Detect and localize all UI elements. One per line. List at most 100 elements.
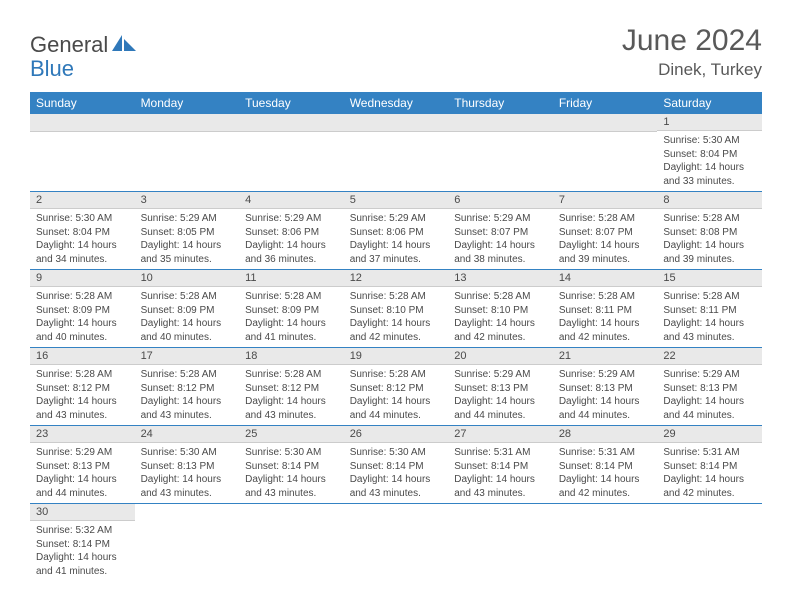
day-body: [239, 132, 344, 186]
dl2-text: and 44 minutes.: [663, 409, 756, 423]
dl2-text: and 44 minutes.: [350, 409, 443, 423]
calendar-cell: 14Sunrise: 5:28 AMSunset: 8:11 PMDayligh…: [553, 270, 658, 348]
day-body: Sunrise: 5:31 AMSunset: 8:14 PMDaylight:…: [448, 443, 553, 503]
day-body: Sunrise: 5:31 AMSunset: 8:14 PMDaylight:…: [657, 443, 762, 503]
day-number: 27: [448, 426, 553, 443]
calendar-cell: [448, 114, 553, 192]
calendar-cell: [30, 114, 135, 192]
sunset-text: Sunset: 8:07 PM: [454, 226, 547, 240]
calendar-cell: 8Sunrise: 5:28 AMSunset: 8:08 PMDaylight…: [657, 192, 762, 270]
day-number: 24: [135, 426, 240, 443]
dl1-text: Daylight: 14 hours: [559, 239, 652, 253]
day-number-bar: [30, 114, 135, 132]
sunrise-text: Sunrise: 5:29 AM: [454, 212, 547, 226]
dl1-text: Daylight: 14 hours: [559, 395, 652, 409]
sunset-text: Sunset: 8:06 PM: [350, 226, 443, 240]
day-number: 5: [344, 192, 449, 209]
sunrise-text: Sunrise: 5:29 AM: [663, 368, 756, 382]
sunrise-text: Sunrise: 5:29 AM: [141, 212, 234, 226]
logo-text-blue: Blue: [30, 56, 74, 81]
calendar-cell: 25Sunrise: 5:30 AMSunset: 8:14 PMDayligh…: [239, 426, 344, 504]
dl1-text: Daylight: 14 hours: [141, 473, 234, 487]
dl1-text: Daylight: 14 hours: [36, 239, 129, 253]
calendar-cell: 29Sunrise: 5:31 AMSunset: 8:14 PMDayligh…: [657, 426, 762, 504]
sunrise-text: Sunrise: 5:30 AM: [350, 446, 443, 460]
sunset-text: Sunset: 8:09 PM: [36, 304, 129, 318]
calendar-row: 16Sunrise: 5:28 AMSunset: 8:12 PMDayligh…: [30, 348, 762, 426]
sunset-text: Sunset: 8:14 PM: [663, 460, 756, 474]
dl2-text: and 38 minutes.: [454, 253, 547, 267]
sunrise-text: Sunrise: 5:32 AM: [36, 524, 129, 538]
logo: General: [30, 32, 138, 58]
day-body: Sunrise: 5:29 AMSunset: 8:07 PMDaylight:…: [448, 209, 553, 269]
day-number: 20: [448, 348, 553, 365]
dl1-text: Daylight: 14 hours: [36, 395, 129, 409]
dl2-text: and 36 minutes.: [245, 253, 338, 267]
calendar-cell: 26Sunrise: 5:30 AMSunset: 8:14 PMDayligh…: [344, 426, 449, 504]
dl1-text: Daylight: 14 hours: [141, 239, 234, 253]
day-body: Sunrise: 5:28 AMSunset: 8:08 PMDaylight:…: [657, 209, 762, 269]
calendar-cell: 20Sunrise: 5:29 AMSunset: 8:13 PMDayligh…: [448, 348, 553, 426]
dl2-text: and 41 minutes.: [36, 565, 129, 579]
day-number: 19: [344, 348, 449, 365]
calendar-cell: 7Sunrise: 5:28 AMSunset: 8:07 PMDaylight…: [553, 192, 658, 270]
calendar-cell: [239, 504, 344, 582]
dl1-text: Daylight: 14 hours: [350, 317, 443, 331]
dl1-text: Daylight: 14 hours: [245, 473, 338, 487]
day-body: Sunrise: 5:31 AMSunset: 8:14 PMDaylight:…: [553, 443, 658, 503]
calendar-cell: 17Sunrise: 5:28 AMSunset: 8:12 PMDayligh…: [135, 348, 240, 426]
sunrise-text: Sunrise: 5:28 AM: [36, 290, 129, 304]
sunset-text: Sunset: 8:12 PM: [245, 382, 338, 396]
day-number: 17: [135, 348, 240, 365]
sunrise-text: Sunrise: 5:29 AM: [454, 368, 547, 382]
weekday-header: Friday: [553, 92, 658, 114]
day-body: [553, 132, 658, 186]
day-body: Sunrise: 5:30 AMSunset: 8:14 PMDaylight:…: [344, 443, 449, 503]
dl1-text: Daylight: 14 hours: [454, 473, 547, 487]
logo-blue-line: Blue: [30, 56, 74, 82]
weekday-header-row: Sunday Monday Tuesday Wednesday Thursday…: [30, 92, 762, 114]
day-body: Sunrise: 5:29 AMSunset: 8:13 PMDaylight:…: [657, 365, 762, 425]
dl2-text: and 44 minutes.: [36, 487, 129, 501]
dl2-text: and 37 minutes.: [350, 253, 443, 267]
calendar-cell: 3Sunrise: 5:29 AMSunset: 8:05 PMDaylight…: [135, 192, 240, 270]
day-body: Sunrise: 5:28 AMSunset: 8:10 PMDaylight:…: [344, 287, 449, 347]
calendar-cell: 13Sunrise: 5:28 AMSunset: 8:10 PMDayligh…: [448, 270, 553, 348]
day-number: 22: [657, 348, 762, 365]
day-number-bar: [448, 114, 553, 132]
sunset-text: Sunset: 8:10 PM: [350, 304, 443, 318]
sunrise-text: Sunrise: 5:29 AM: [350, 212, 443, 226]
calendar-row: 1Sunrise: 5:30 AMSunset: 8:04 PMDaylight…: [30, 114, 762, 192]
day-number: 13: [448, 270, 553, 287]
sunset-text: Sunset: 8:12 PM: [141, 382, 234, 396]
location-label: Dinek, Turkey: [622, 60, 762, 80]
day-body: Sunrise: 5:28 AMSunset: 8:12 PMDaylight:…: [239, 365, 344, 425]
sunset-text: Sunset: 8:12 PM: [350, 382, 443, 396]
day-number: 10: [135, 270, 240, 287]
day-body: Sunrise: 5:29 AMSunset: 8:06 PMDaylight:…: [344, 209, 449, 269]
day-number-bar: [553, 114, 658, 132]
day-number: 21: [553, 348, 658, 365]
dl2-text: and 35 minutes.: [141, 253, 234, 267]
calendar-cell: 9Sunrise: 5:28 AMSunset: 8:09 PMDaylight…: [30, 270, 135, 348]
dl2-text: and 43 minutes.: [141, 487, 234, 501]
sunrise-text: Sunrise: 5:31 AM: [454, 446, 547, 460]
day-number-bar: [344, 114, 449, 132]
dl2-text: and 43 minutes.: [141, 409, 234, 423]
day-body: Sunrise: 5:29 AMSunset: 8:05 PMDaylight:…: [135, 209, 240, 269]
day-body: Sunrise: 5:30 AMSunset: 8:14 PMDaylight:…: [239, 443, 344, 503]
calendar-cell: 10Sunrise: 5:28 AMSunset: 8:09 PMDayligh…: [135, 270, 240, 348]
day-body: [30, 132, 135, 186]
calendar-cell: [553, 504, 658, 582]
day-number: 23: [30, 426, 135, 443]
calendar-cell: [448, 504, 553, 582]
sunrise-text: Sunrise: 5:28 AM: [141, 290, 234, 304]
day-number-bar: [239, 114, 344, 132]
day-body: Sunrise: 5:28 AMSunset: 8:10 PMDaylight:…: [448, 287, 553, 347]
dl1-text: Daylight: 14 hours: [663, 239, 756, 253]
sunset-text: Sunset: 8:14 PM: [36, 538, 129, 552]
dl2-text: and 43 minutes.: [245, 409, 338, 423]
page-title: June 2024: [622, 24, 762, 58]
day-number: 25: [239, 426, 344, 443]
dl1-text: Daylight: 14 hours: [141, 395, 234, 409]
